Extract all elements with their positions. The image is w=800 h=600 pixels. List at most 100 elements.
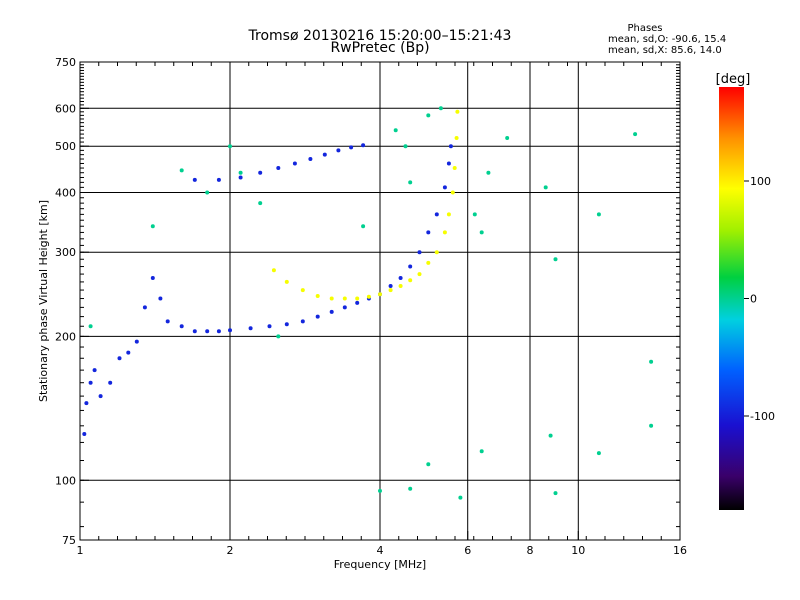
data-point xyxy=(543,185,548,190)
colorbar-tick-label: -100 xyxy=(750,410,775,423)
data-point xyxy=(228,144,232,149)
colorbar-ticks: 100 0 -100 xyxy=(744,175,775,423)
data-point xyxy=(84,401,89,406)
data-point xyxy=(455,109,460,114)
data-point xyxy=(322,152,327,157)
data-point xyxy=(446,212,451,217)
data-point xyxy=(548,433,553,438)
data-point xyxy=(271,268,276,273)
data-point xyxy=(426,260,431,265)
data-point xyxy=(479,449,484,454)
data-point xyxy=(434,212,439,217)
colorbar-tick-label: 100 xyxy=(750,175,771,188)
x-axis-label: Frequency [MHz] xyxy=(334,558,426,571)
data-point xyxy=(228,328,232,333)
data-point xyxy=(442,230,447,235)
data-point xyxy=(300,288,305,293)
data-point xyxy=(596,451,601,456)
data-point xyxy=(472,212,477,217)
data-point xyxy=(82,432,87,436)
data-point xyxy=(403,144,408,149)
colorbar-tick-label: 0 xyxy=(750,293,757,306)
data-point xyxy=(179,324,184,329)
x-tick-label: 8 xyxy=(527,544,534,557)
phases-heading: Phases xyxy=(627,23,662,34)
data-point xyxy=(158,296,163,301)
data-point xyxy=(408,486,413,491)
data-point xyxy=(426,113,431,118)
data-point xyxy=(98,394,103,399)
data-point xyxy=(378,292,382,297)
phases-o-stats: mean, sd,O: -90.6, 15.4 xyxy=(608,34,726,45)
data-point xyxy=(426,230,431,235)
data-point xyxy=(150,224,155,229)
colorbar xyxy=(719,87,744,510)
data-point xyxy=(446,161,451,166)
data-point xyxy=(398,284,403,288)
data-point xyxy=(553,491,558,496)
y-tick-label: 75 xyxy=(62,534,76,547)
data-point xyxy=(408,180,413,185)
data-point xyxy=(448,144,453,149)
x-tick-label: 10 xyxy=(571,544,585,557)
data-point xyxy=(408,264,413,269)
data-point xyxy=(258,170,263,175)
data-point xyxy=(378,488,382,493)
data-point xyxy=(479,230,484,235)
y-ticks: 75 100 200 300 400 500 600 750 xyxy=(55,56,680,547)
y-tick-label: 600 xyxy=(55,102,76,115)
x-ticks: 1 2 4 6 8 10 16 xyxy=(77,62,687,557)
data-point xyxy=(92,368,97,373)
data-point xyxy=(505,136,510,140)
data-point xyxy=(342,305,347,310)
data-point xyxy=(450,190,455,195)
data-point xyxy=(596,212,601,217)
phases-x-stats: mean, sd,X: 85.6, 14.0 xyxy=(608,45,722,56)
data-point xyxy=(633,132,638,137)
data-point xyxy=(216,329,221,334)
data-point xyxy=(553,257,558,262)
data-point xyxy=(388,284,393,288)
data-point xyxy=(258,201,263,206)
data-point xyxy=(434,250,439,255)
data-point xyxy=(292,161,297,166)
data-points xyxy=(82,106,654,500)
data-point xyxy=(442,185,447,190)
y-tick-label: 200 xyxy=(55,330,76,343)
data-point xyxy=(355,296,360,301)
data-point xyxy=(361,143,366,148)
data-point xyxy=(126,350,131,355)
x-tick-label: 1 xyxy=(77,544,84,557)
data-point xyxy=(458,495,463,500)
data-point xyxy=(355,300,360,305)
data-point xyxy=(276,334,281,339)
chart-subtitle: RwPretec (Bp) xyxy=(330,40,429,56)
colorbar-label: [deg] xyxy=(716,72,751,87)
data-point xyxy=(108,380,113,385)
data-point xyxy=(205,190,210,195)
data-point xyxy=(216,177,221,182)
y-tick-label: 300 xyxy=(55,246,76,259)
data-point xyxy=(205,329,210,334)
data-point xyxy=(192,177,197,182)
data-point xyxy=(486,170,491,175)
data-point xyxy=(408,278,413,283)
data-point xyxy=(150,276,155,280)
data-point xyxy=(315,314,320,319)
data-point xyxy=(361,224,366,229)
data-point xyxy=(142,305,147,310)
data-point xyxy=(117,356,122,361)
data-point xyxy=(267,324,272,329)
data-point xyxy=(238,175,243,180)
data-point xyxy=(179,168,184,173)
data-point xyxy=(649,423,654,428)
y-tick-label: 100 xyxy=(55,474,76,487)
data-point xyxy=(393,128,398,133)
data-point xyxy=(426,462,431,467)
data-point xyxy=(284,279,289,284)
data-point xyxy=(342,296,347,301)
y-axis-label: Stationary phase Virtual Height [km] xyxy=(37,200,50,402)
x-tick-label: 6 xyxy=(464,544,471,557)
data-point xyxy=(165,319,170,324)
